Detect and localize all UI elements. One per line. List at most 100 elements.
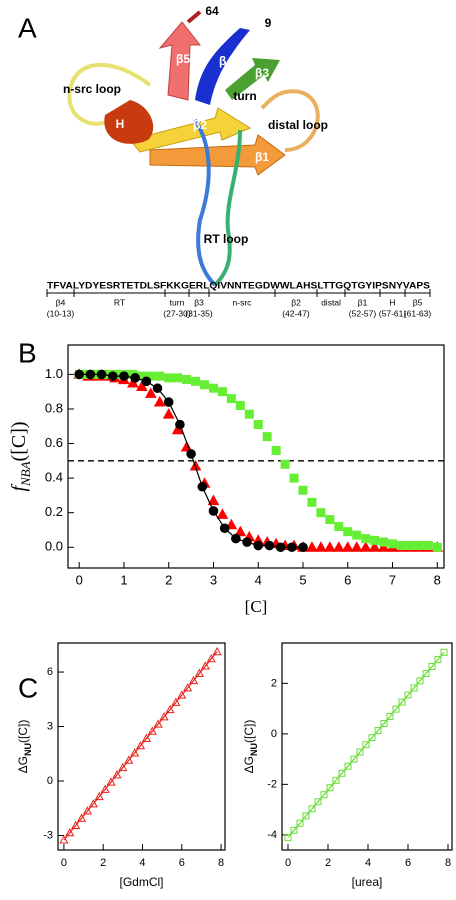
segment-range: (10-13)	[47, 308, 75, 318]
data-point	[338, 769, 346, 777]
segment-range: (42-47)	[282, 308, 310, 318]
data-point	[388, 539, 398, 549]
data-point	[144, 387, 157, 398]
turn-ribbon	[213, 129, 242, 287]
y-tick-label: 0	[271, 728, 277, 740]
segment-name: distal	[321, 297, 341, 307]
data-point	[173, 373, 183, 383]
y-tick-label: 3	[47, 720, 53, 732]
segment-name: β2	[291, 297, 301, 307]
data-point	[76, 813, 87, 822]
data-point	[130, 748, 140, 757]
data-point	[396, 541, 406, 551]
x-tick-label: 8	[434, 572, 441, 587]
plot-frame	[67, 344, 445, 569]
y-tick-label: 0	[47, 775, 53, 787]
data-point	[191, 376, 201, 386]
data-point	[71, 820, 81, 829]
data-point	[208, 383, 218, 393]
sequence: TFVALYDYESRTETDLSFKKGERLQIVNNTEGDWWLAHSL…	[47, 281, 430, 292]
data-point	[235, 401, 245, 411]
data-point	[118, 762, 128, 772]
panel-letter: A	[18, 12, 37, 43]
data-point	[325, 515, 335, 525]
data-point	[147, 726, 157, 735]
data-point	[361, 534, 371, 544]
beta4-ribbon	[195, 28, 250, 105]
data-point	[85, 369, 96, 380]
data-point	[242, 537, 252, 547]
segment-name: β4	[56, 297, 66, 307]
data-point	[200, 661, 210, 670]
data-point	[315, 541, 327, 552]
data-point	[182, 375, 192, 385]
data-point	[398, 698, 406, 706]
data-point	[112, 770, 122, 779]
y-tick-label: 0.2	[45, 504, 63, 519]
x-tick-label: 3	[210, 572, 217, 587]
data-point	[359, 541, 372, 552]
data-point	[440, 648, 448, 656]
data-point	[74, 369, 84, 380]
data-point	[208, 506, 219, 516]
data-point	[135, 740, 146, 750]
data-point	[370, 535, 380, 545]
data-point	[298, 485, 308, 495]
data-point	[155, 371, 165, 381]
data-point	[207, 494, 220, 506]
y-label-main: ΔG	[16, 756, 30, 773]
y-label-main: ΔG	[242, 756, 256, 773]
x-axis-label: [C]	[245, 597, 268, 616]
data-point	[306, 541, 318, 552]
data-point	[405, 541, 415, 551]
structure-label: β4	[219, 54, 233, 68]
segment-name: H	[389, 297, 395, 307]
data-point	[320, 791, 328, 799]
x-tick-label: 2	[165, 572, 172, 587]
data-point	[212, 646, 222, 656]
data-point	[219, 523, 230, 534]
segment-name: n-src	[233, 297, 253, 307]
data-point	[197, 481, 208, 492]
beta2-ribbon	[129, 107, 252, 153]
data-point	[275, 542, 286, 553]
structure-label: 9	[265, 16, 272, 30]
data-point	[341, 541, 354, 552]
data-point	[59, 835, 69, 844]
y-tick-label: 6	[47, 666, 53, 678]
structure-label: β1	[255, 150, 269, 164]
x-tick-label: 8	[445, 857, 451, 869]
data-point	[332, 541, 345, 552]
data-point	[416, 677, 424, 685]
data-point	[124, 755, 134, 764]
distal-loop-ribbon	[260, 89, 320, 152]
data-point	[432, 542, 442, 552]
data-point	[216, 508, 229, 519]
y-label-sub: NBA	[18, 461, 33, 487]
x-tick-label: 6	[344, 572, 351, 587]
data-point	[162, 408, 175, 419]
data-point	[141, 376, 152, 387]
segment-name: RT	[114, 297, 125, 307]
x-axis-label: [GdmCl]	[119, 875, 163, 889]
data-point	[217, 387, 227, 397]
x-tick-label: 4	[365, 857, 371, 869]
y-label-tail: ([C])	[242, 720, 256, 743]
data-point	[88, 799, 98, 808]
x-tick-label: 6	[405, 857, 411, 869]
y-tick-label: 0.4	[45, 470, 63, 485]
plot-frame	[57, 642, 226, 851]
data-point	[324, 541, 336, 552]
data-point	[194, 668, 205, 677]
data-point	[326, 784, 334, 792]
fit-line	[287, 651, 445, 838]
y-tick-label: 0.6	[45, 435, 63, 450]
data-point	[368, 541, 381, 552]
y-label-tail: ([C])	[8, 421, 30, 461]
data-point	[96, 369, 107, 380]
data-point	[231, 533, 241, 544]
y-axis-label: fNBA([C])	[8, 421, 34, 491]
data-point	[206, 654, 216, 663]
structure-label: β2	[193, 118, 207, 132]
x-tick-label: 2	[100, 857, 106, 869]
